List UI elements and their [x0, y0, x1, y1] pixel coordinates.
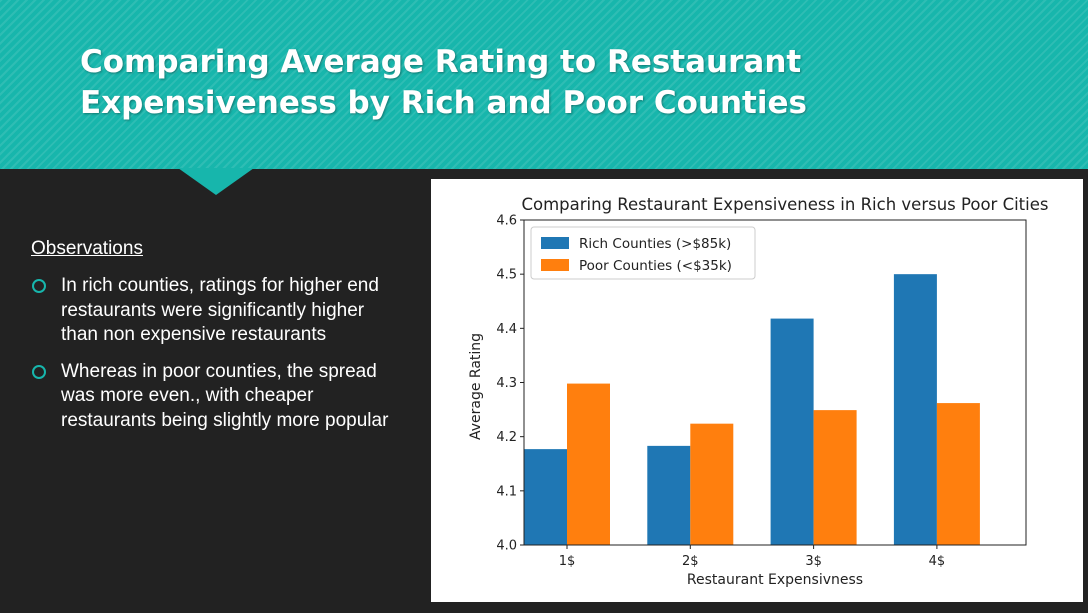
legend-swatch: [541, 237, 569, 249]
y-tick-label: 4.1: [496, 484, 517, 499]
observation-text: In rich counties, ratings for higher end…: [61, 275, 379, 345]
plot-frame: [523, 219, 1027, 546]
legend-label: Rich Counties (>$85k): [579, 236, 731, 252]
chart-title: Comparing Restaurant Expensiveness in Ri…: [521, 195, 1048, 214]
bar-poor: [936, 403, 980, 545]
bar-chart: Comparing Restaurant Expensiveness in Ri…: [468, 195, 1049, 588]
bar-rich: [893, 274, 937, 545]
title-banner: [0, 0, 1088, 169]
bar-rich: [524, 449, 567, 545]
bar-rich: [647, 445, 691, 545]
bar-poor: [813, 410, 857, 545]
bar-poor: [690, 423, 734, 545]
x-tick-label: 3$: [805, 554, 822, 569]
y-tick-label: 4.2: [496, 430, 517, 445]
x-axis-label: Restaurant Expensivness: [687, 572, 863, 588]
bar-poor: [567, 383, 610, 545]
legend-box: [530, 226, 756, 280]
y-tick-label: 4.0: [496, 539, 517, 554]
y-tick-label: 4.4: [496, 322, 517, 337]
x-tick-label: 2$: [682, 554, 699, 569]
circle-bullet-icon: [32, 364, 46, 379]
legend-label: Poor Counties (<$35k): [579, 258, 732, 274]
observation-item: In rich counties, ratings for higher end…: [31, 274, 401, 348]
y-tick-label: 4.6: [496, 214, 517, 229]
title-banner-notch: [178, 168, 254, 195]
bar-rich: [770, 318, 814, 545]
y-tick-label: 4.3: [496, 376, 517, 391]
observations-heading: Observations: [31, 238, 143, 259]
y-axis-label: Average Rating: [468, 333, 484, 440]
observation-item: Whereas in poor counties, the spread was…: [31, 360, 401, 434]
slide-title: Comparing Average Rating to Restaurant E…: [80, 44, 807, 121]
circle-bullet-icon: [32, 279, 46, 293]
observations-list: In rich counties, ratings for higher end…: [31, 274, 401, 445]
y-tick-label: 4.5: [496, 268, 517, 283]
x-tick-label: 4$: [929, 554, 946, 569]
x-tick-label: 1$: [559, 554, 576, 569]
observation-text: Whereas in poor counties, the spread was…: [61, 360, 389, 431]
legend-swatch: [541, 259, 569, 271]
chart-panel: Comparing Restaurant Expensiveness in Ri…: [431, 179, 1083, 602]
